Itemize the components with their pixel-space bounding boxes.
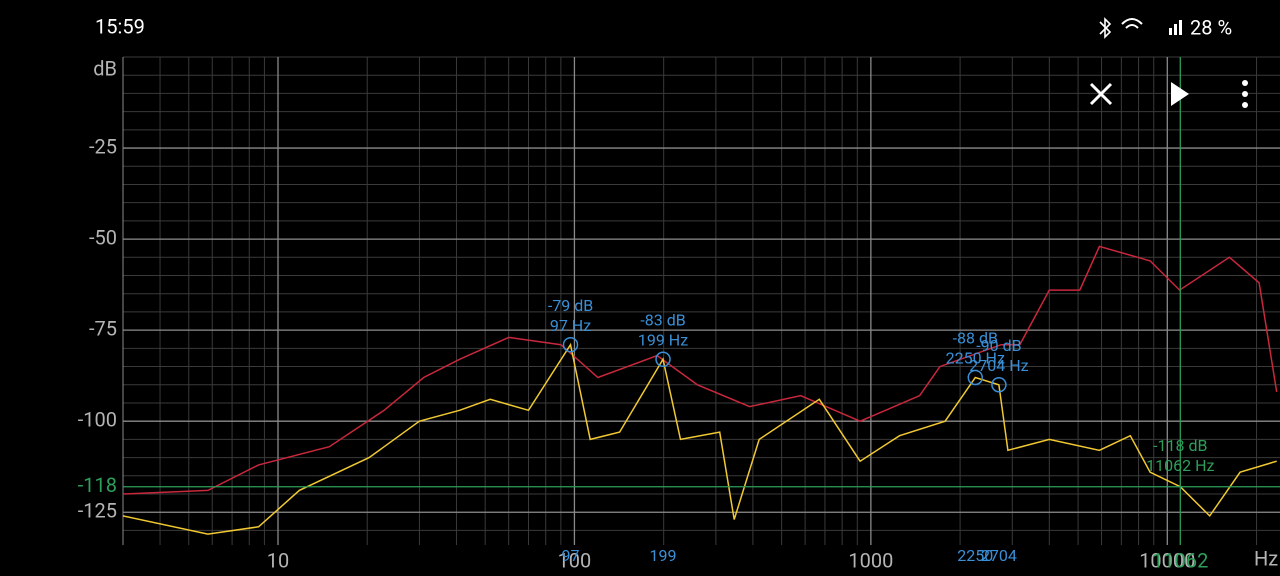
- signal-icon: [1174, 24, 1177, 35]
- peak-hz-label: 199 Hz: [638, 330, 688, 349]
- x-unit: Hz: [1254, 546, 1278, 570]
- peak-db-label: -90 dB: [976, 336, 1021, 355]
- cursor-x-label: 11062: [1152, 548, 1208, 572]
- x-tick-label: 10: [267, 548, 289, 572]
- close-icon[interactable]: [1089, 82, 1113, 106]
- peak-marker: [655, 351, 671, 368]
- signal-icon: [1169, 28, 1172, 35]
- y-tick-label: -125: [78, 499, 117, 523]
- y-tick-label: -50: [89, 225, 117, 249]
- y-tick-label: -25: [89, 134, 117, 158]
- x-tick-label: 10000: [1139, 548, 1195, 572]
- clock: 15:59: [95, 14, 145, 38]
- more-icon[interactable]: [1242, 91, 1248, 97]
- peak-db-label: -83 dB: [640, 310, 685, 329]
- y-unit: dB: [93, 56, 117, 80]
- cursor-hz-label: 11062 Hz: [1146, 456, 1214, 475]
- peak-x-label: 97: [562, 546, 580, 565]
- wifi-icon: [1121, 18, 1143, 29]
- bluetooth-icon: [1099, 17, 1112, 39]
- peak-hz-label: 2250 Hz: [946, 349, 1005, 368]
- spectrum-line: [122, 245, 1278, 495]
- peak-x-label: 2250: [957, 546, 993, 565]
- peak-hz-label: 97 Hz: [550, 316, 591, 335]
- battery: 28 %: [1190, 15, 1232, 39]
- x-tick-label: 1000: [848, 548, 893, 572]
- y-tick-label: -75: [89, 316, 117, 340]
- signal-icon: [1179, 20, 1182, 35]
- cursor-y-label: -118: [78, 473, 117, 497]
- close-button[interactable]: [1089, 82, 1113, 106]
- x-tick-label: 100: [558, 548, 592, 572]
- cursor-db-label: -118 dB: [1153, 436, 1207, 455]
- y-tick-label: -100: [78, 407, 117, 431]
- plot: 10 100 1000 10000 -25 -50 -75 -100 -125 dB Hz -79 d…: [78, 56, 1280, 572]
- peak-db-label: -88 dB: [953, 329, 998, 348]
- peak-hz-label: 2704 Hz: [969, 356, 1028, 375]
- peak-x-label: 2704: [981, 546, 1017, 565]
- more-icon[interactable]: [1242, 102, 1248, 108]
- more-icon[interactable]: [1242, 80, 1248, 86]
- peak-db-label: -79 dB: [548, 296, 593, 315]
- play-button[interactable]: [1171, 82, 1189, 106]
- peak-marker: [967, 369, 984, 386]
- peak-marker: [991, 377, 1007, 393]
- spectrum-line: [122, 342, 1277, 535]
- peak-marker: [562, 336, 579, 353]
- more-button[interactable]: [1242, 80, 1248, 108]
- status-icons: [1099, 17, 1182, 39]
- peak-x-label: 199: [650, 546, 677, 565]
